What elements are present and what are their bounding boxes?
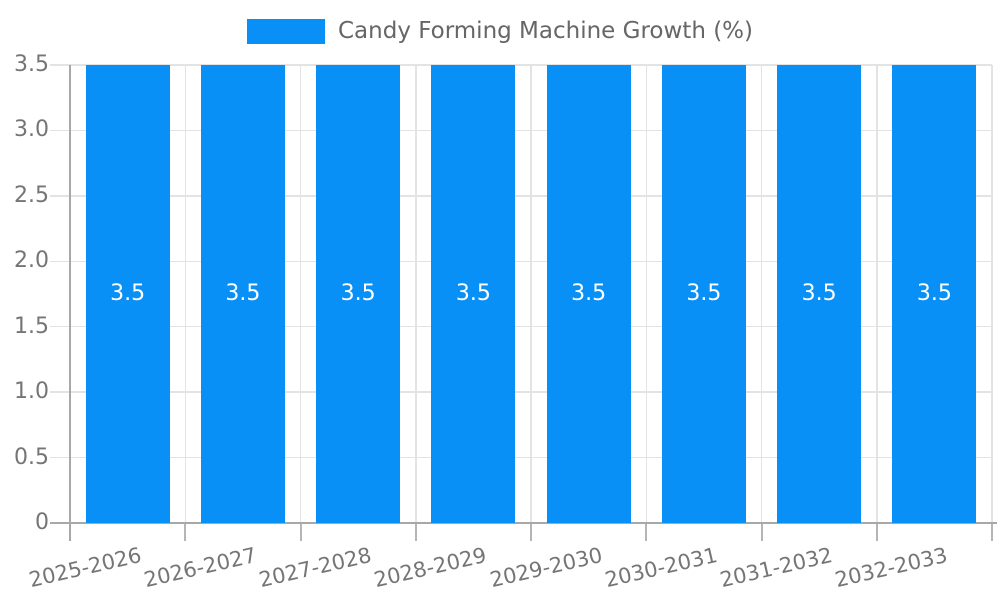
x-gridline [876,65,878,523]
y-tick-label: 0 [35,510,49,535]
y-tick-label: 3.5 [14,52,49,77]
x-gridline [645,65,647,523]
bar-value-label: 3.5 [686,281,722,306]
x-axis-tick [299,523,302,541]
x-axis-tick [414,523,417,541]
y-tick-label: 3.0 [14,117,49,143]
bar-value-label: 3.5 [916,281,952,306]
y-axis-line [69,65,71,541]
bar[interactable] [892,65,977,523]
bar-value-label: 3.5 [801,281,837,306]
bar-value-label: 3.5 [340,281,376,306]
bar[interactable] [546,65,631,523]
y-tick-label: 1.5 [14,313,49,339]
x-axis-tick [875,523,878,541]
y-tick-label: 2.5 [14,182,49,208]
x-axis-tick [760,523,763,541]
bar[interactable] [85,65,170,523]
bar[interactable] [431,65,516,523]
x-gridline [530,65,532,523]
legend-label: Candy Forming Machine Growth (%) [337,18,754,44]
legend-swatch [246,18,325,44]
x-axis-tick [991,523,993,541]
x-gridline [184,65,186,523]
x-gridline [991,65,993,523]
bar-value-label: 3.5 [225,281,261,306]
bar-value-label: 3.5 [110,281,146,306]
y-tick-label: 0.5 [14,444,49,470]
bar-value-label: 3.5 [455,281,491,306]
bar-value-label: 3.5 [571,281,607,306]
bar[interactable] [316,65,401,523]
x-gridline [415,65,417,523]
x-axis-tick [184,523,187,541]
y-tick-label: 2.0 [14,248,49,274]
bar[interactable] [200,65,285,523]
x-axis-tick [530,523,532,541]
x-axis-tick [645,523,648,541]
bar[interactable] [777,65,862,523]
chart-legend[interactable]: Candy Forming Machine Growth (%) [0,16,1000,46]
x-gridline [760,65,763,523]
y-tick-label: 1.0 [14,379,49,405]
bar[interactable] [661,65,746,523]
x-gridline [299,65,302,523]
